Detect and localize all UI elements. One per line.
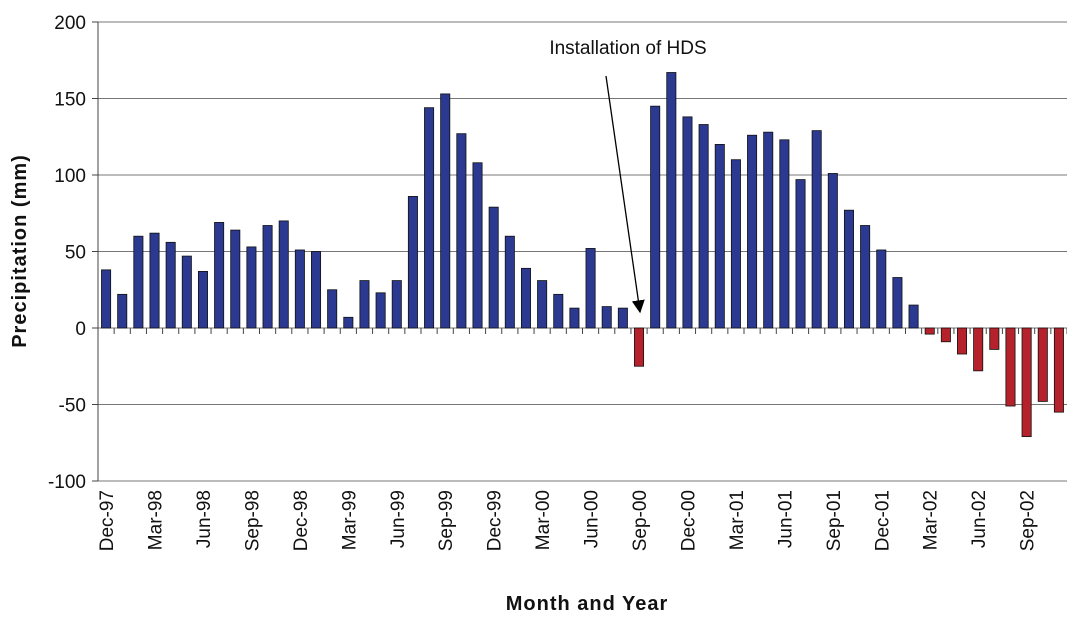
bar [278, 220, 289, 329]
bar [779, 139, 790, 329]
bar [601, 306, 612, 329]
bar [407, 196, 418, 329]
bar [246, 246, 257, 329]
bar [747, 134, 758, 329]
bar [730, 159, 741, 329]
x-tick-label: Dec-97 [97, 490, 118, 551]
y-tick-label: 100 [54, 166, 86, 187]
bar [375, 292, 386, 329]
y-tick-label: 50 [65, 243, 86, 264]
bar [763, 131, 774, 329]
x-tick-label: Jun-02 [969, 490, 990, 548]
bar [569, 307, 580, 329]
bar [262, 225, 273, 329]
x-tick-label: Dec-99 [485, 490, 506, 551]
y-tick-label: 200 [54, 13, 86, 34]
x-tick-label: Dec-01 [872, 490, 893, 551]
y-tick-label: 150 [54, 90, 86, 111]
bar [795, 179, 806, 329]
x-tick-label: Mar-01 [727, 490, 748, 550]
bar [714, 143, 725, 329]
bars [101, 72, 1064, 438]
bar [892, 277, 903, 329]
x-tick-label: Sep-00 [630, 490, 651, 551]
x-tick-label: Dec-00 [678, 490, 699, 551]
bar [650, 105, 661, 329]
bar [924, 327, 935, 335]
bar [504, 235, 515, 329]
bar [682, 116, 693, 329]
x-tick-label: Jun-00 [582, 490, 603, 548]
x-tick-label: Sep-02 [1018, 490, 1039, 551]
grid [98, 21, 1067, 482]
x-tick-label: Jun-01 [775, 490, 796, 548]
bar [957, 327, 968, 355]
axes: -100 -50 0 50 100 150 200 Dec-97 Mar-98 Jun-98 Sep… [48, 13, 1067, 551]
bar [1021, 327, 1032, 438]
bar [424, 107, 435, 329]
bar [359, 280, 370, 329]
bar [876, 249, 887, 329]
bar [537, 280, 548, 329]
bar [1053, 327, 1064, 413]
bar [488, 206, 499, 329]
y-tick-label: -100 [48, 472, 86, 493]
bar [165, 241, 176, 329]
bar [133, 235, 144, 329]
bar [698, 124, 709, 329]
bar [230, 229, 241, 329]
x-tick-label: Mar-99 [339, 490, 360, 550]
bar [391, 280, 402, 329]
bar [553, 293, 564, 329]
bar [117, 293, 128, 329]
x-tick-label: Mar-02 [921, 490, 942, 550]
bar [908, 304, 919, 329]
x-tick-label: Dec-98 [291, 490, 312, 551]
bar [149, 232, 160, 329]
bar [197, 270, 208, 329]
bar [989, 327, 1000, 350]
bar [520, 267, 531, 329]
x-tick-label: Sep-01 [824, 490, 845, 551]
y-tick-label: 0 [75, 319, 86, 340]
bar [1005, 327, 1016, 407]
x-tick-label: Sep-99 [436, 490, 457, 551]
bar [1037, 327, 1048, 402]
bar [181, 255, 192, 329]
bar [101, 269, 112, 329]
y-tick-label: -50 [59, 396, 86, 417]
bar [311, 251, 322, 329]
x-tick-label: Mar-00 [533, 490, 554, 550]
bar [472, 162, 483, 329]
bar [666, 72, 677, 329]
bar [827, 173, 838, 329]
x-tick-label: Mar-98 [146, 490, 167, 550]
bar [585, 248, 596, 329]
bar [843, 209, 854, 329]
bar [456, 133, 467, 329]
x-tick-label: Jun-98 [194, 490, 215, 548]
bar [343, 316, 354, 329]
bar [973, 327, 984, 372]
bar [327, 289, 338, 329]
bar [440, 93, 451, 329]
bar [940, 327, 951, 343]
x-axis-title: Month and Year [506, 593, 669, 615]
bar [860, 225, 871, 329]
x-tick-label: Sep-98 [242, 490, 263, 551]
bar [617, 307, 628, 329]
bar [634, 327, 645, 367]
y-axis-title: Precipitation (mm) [9, 154, 31, 348]
bar [294, 249, 305, 329]
bar [214, 222, 225, 329]
x-tick-label: Jun-99 [388, 490, 409, 548]
annotation-arrow [605, 75, 645, 314]
bar [811, 130, 822, 329]
annotation: Installation of HDS [549, 38, 706, 59]
